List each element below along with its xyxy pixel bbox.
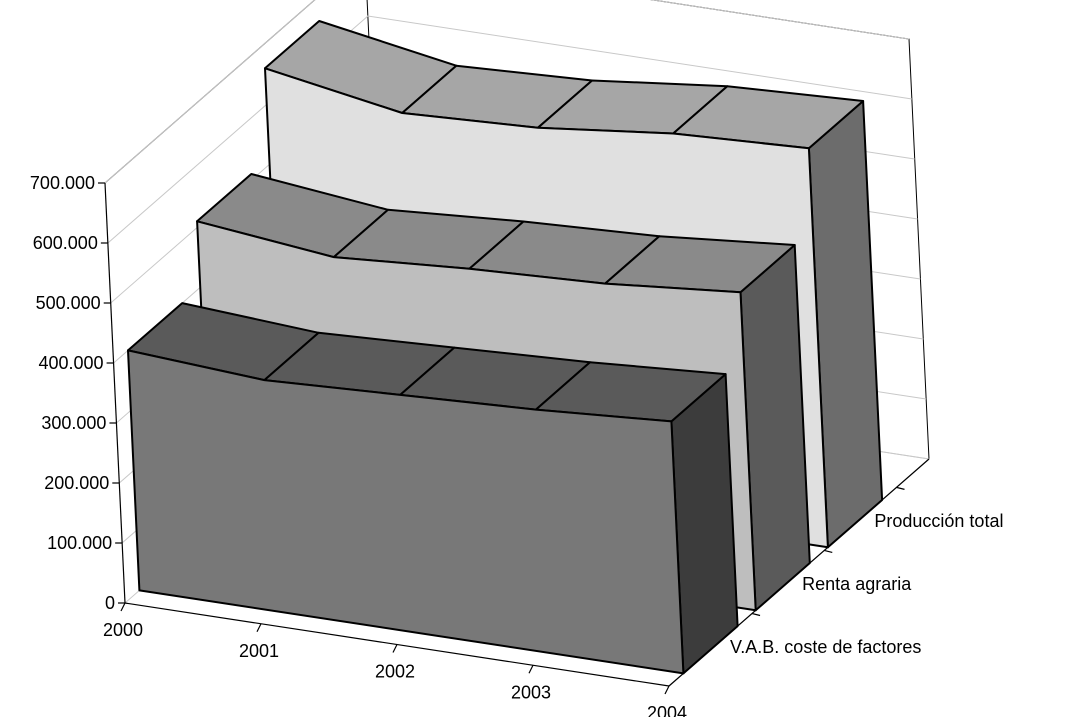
depth-tick-mark xyxy=(896,486,905,490)
depth-tick-mark xyxy=(751,612,761,617)
x-tick-mark xyxy=(256,623,262,633)
series-ribbon xyxy=(127,302,739,675)
x-tick-mark xyxy=(392,644,398,653)
x-tick-label: 2002 xyxy=(375,662,415,682)
depth-tick-mark xyxy=(824,549,833,554)
x-tick-mark xyxy=(120,602,126,612)
series-axis-label: Producción total xyxy=(874,511,1003,531)
y-tick-label: 600.000 xyxy=(33,233,98,253)
y-tick-label: 500.000 xyxy=(36,293,101,313)
series-axis-labels: V.A.B. coste de factores Renta agraria Pro… xyxy=(730,486,1003,657)
y-axis-line xyxy=(104,182,126,604)
ribbon-front-face xyxy=(127,349,685,675)
y-tick-label: 700.000 xyxy=(30,173,95,193)
y-tick-label: 0 xyxy=(105,593,115,613)
x-tick-mark xyxy=(528,664,534,674)
x-tick-mark xyxy=(664,685,670,695)
series-axis-label: Renta agraria xyxy=(802,574,912,594)
gridline xyxy=(107,15,912,244)
series-axis-label: V.A.B. coste de factores xyxy=(730,637,921,657)
x-tick-label: 2001 xyxy=(239,641,279,661)
y-tick-label: 300.000 xyxy=(41,413,106,433)
x-tick-label: 2004 xyxy=(647,703,687,717)
y-tick-label: 400.000 xyxy=(38,353,103,373)
y-tick-label: 100.000 xyxy=(47,533,112,553)
series-layer xyxy=(127,20,884,675)
y-tick-label: 200.000 xyxy=(44,473,109,493)
x-axis-tick-labels: 2000 2001 2002 2003 2004 xyxy=(103,602,687,717)
x-tick-label: 2003 xyxy=(511,682,551,702)
x-tick-label: 2000 xyxy=(103,620,143,640)
y-axis-tick-labels: 0 100.000 200.000 300.000 400.000 500.000 600.… xyxy=(30,173,125,613)
gridline xyxy=(104,0,910,184)
